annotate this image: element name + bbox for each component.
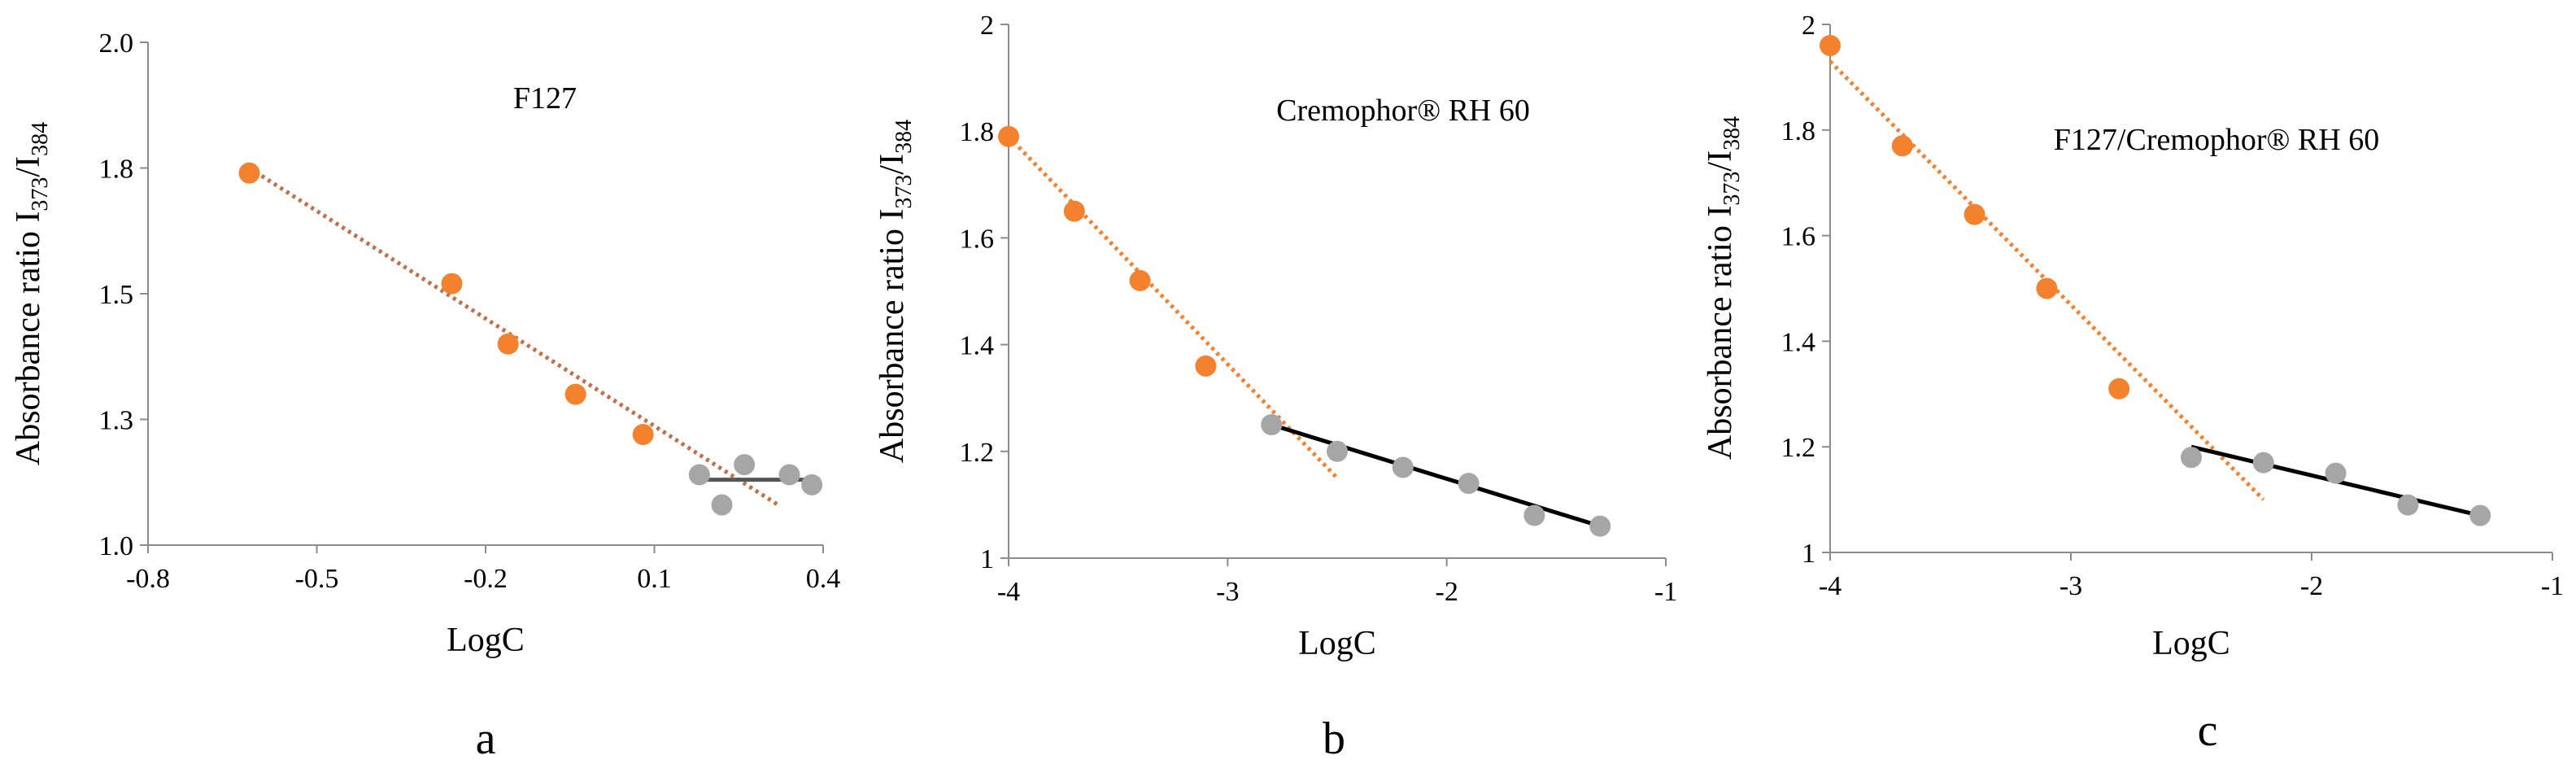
data-point-orange: [564, 383, 586, 405]
data-point-gray: [1327, 440, 1348, 462]
data-point-gray: [1523, 504, 1545, 526]
y-axis-title-subscript: 384: [891, 120, 917, 154]
y-tick-label: 1.8: [99, 155, 134, 185]
x-tick-label: -0.2: [464, 564, 508, 594]
y-tick-label: 1.8: [960, 117, 995, 147]
y-tick-label: 2: [980, 11, 994, 41]
data-point-orange: [1195, 355, 1217, 377]
y-axis-title-part: /I: [874, 154, 911, 175]
data-point-gray: [2469, 504, 2491, 526]
y-tick-label: 1.2: [960, 438, 995, 468]
y-axis-title: Absorbance ratio I373/I384: [874, 120, 917, 463]
y-tick-label: 1.4: [960, 331, 995, 361]
data-point-gray: [1458, 473, 1480, 495]
panel-c: 1 1.2 1.4 1.6 1.8 2 -4 -3 -2 -1 F127/Cremophor® RH…: [1702, 11, 2564, 756]
x-tick-label: -2: [1436, 577, 1458, 607]
data-point-orange: [2108, 378, 2130, 399]
y-tick-label: 1.3: [99, 406, 134, 436]
data-point-orange: [1820, 34, 1841, 56]
y-tick-label: 1: [1802, 539, 1815, 569]
data-point-gray: [2397, 494, 2419, 516]
x-tick-label: -4: [997, 577, 1020, 607]
y-axis-title-subscript: 373: [28, 177, 53, 212]
data-point-orange: [1063, 200, 1085, 222]
data-point-orange: [1891, 135, 1913, 157]
x-tick-label: 0.4: [806, 564, 841, 594]
data-point-orange: [998, 125, 1019, 147]
y-axis-title-part: Absorbance ratio I: [874, 209, 911, 464]
y-axis-title: Absorbance ratio I373/I384: [10, 122, 53, 465]
data-point-gray: [801, 474, 823, 495]
data-point-gray: [688, 464, 710, 486]
trendline-dotted: [248, 166, 780, 507]
panel-b: 1 1.2 1.4 1.6 1.8 2 -4 -3 -2 -1 Cremophor® RH 60 Lo…: [874, 11, 1677, 764]
y-axis-title-part: /I: [1702, 151, 1739, 172]
y-tick-label: 1.6: [960, 224, 995, 254]
trendline-dotted: [1007, 135, 1339, 480]
y-tick-label: 2: [1802, 11, 1815, 41]
data-point-gray: [778, 464, 800, 486]
panel-title: F127: [513, 81, 577, 116]
x-tick-label: 0.1: [637, 564, 672, 594]
panel-a: 1.0 1.3 1.5 1.8 2.0 -0.8 -0.5 -0.2 0.1 0.4 F127 Log…: [10, 28, 840, 764]
x-tick-label: -3: [1216, 577, 1239, 607]
panel-letter: a: [476, 714, 496, 764]
x-tick-label: -1: [1654, 577, 1677, 607]
x-tick-label: -3: [2059, 571, 2082, 601]
y-tick-label: 1: [980, 544, 994, 574]
panel-title: F127/Cremophor® RH 60: [2054, 123, 2379, 157]
x-tick-label: -0.8: [126, 564, 170, 594]
data-point-orange: [238, 162, 260, 184]
data-point-gray: [2252, 452, 2274, 474]
data-point-orange: [632, 424, 654, 446]
y-axis-title-part: /I: [10, 156, 47, 177]
x-axis-title: LogC: [447, 622, 525, 659]
data-point-orange: [2036, 277, 2058, 299]
x-axis-title: LogC: [1298, 625, 1376, 662]
y-axis-title-subscript: 373: [1720, 172, 1745, 206]
data-point-orange: [497, 333, 519, 355]
y-axis-title-subscript: 384: [28, 122, 53, 156]
x-tick-label: -0.5: [295, 564, 339, 594]
data-point-orange: [1964, 203, 1985, 225]
x-tick-label: -1: [2541, 571, 2564, 601]
panel-letter: c: [2198, 705, 2218, 756]
y-tick-label: 1.5: [99, 280, 134, 310]
y-axis-title-part: Absorbance ratio I: [1702, 206, 1739, 461]
y-tick-label: 2.0: [99, 28, 134, 59]
data-point-gray: [2325, 462, 2347, 484]
data-point-gray: [1261, 414, 1283, 435]
data-point-gray: [734, 454, 756, 476]
x-tick-label: -2: [2300, 571, 2323, 601]
y-tick-label: 1.8: [1781, 116, 1816, 146]
data-point-gray: [2181, 447, 2202, 469]
x-tick-label: -4: [1819, 571, 1842, 601]
y-axis-title-subscript: 373: [891, 175, 917, 209]
data-point-gray: [1392, 456, 1414, 478]
y-tick-label: 1.0: [99, 531, 134, 561]
y-axis-title-part: Absorbance ratio I: [10, 212, 47, 466]
y-tick-label: 1.6: [1781, 222, 1816, 252]
data-point-gray: [711, 494, 733, 516]
y-tick-label: 1.2: [1781, 433, 1816, 463]
data-point-gray: [1589, 515, 1611, 537]
data-point-orange: [441, 273, 463, 295]
data-point-orange: [1129, 269, 1151, 291]
y-axis-title-subscript: 384: [1720, 116, 1745, 151]
y-axis-title: Absorbance ratio I373/I384: [1702, 116, 1745, 460]
panel-letter: b: [1323, 714, 1345, 764]
x-axis-title: LogC: [2152, 625, 2230, 662]
panel-title: Cremophor® RH 60: [1276, 94, 1530, 128]
trendline-solid: [1271, 422, 1601, 529]
y-tick-label: 1.4: [1781, 327, 1816, 357]
